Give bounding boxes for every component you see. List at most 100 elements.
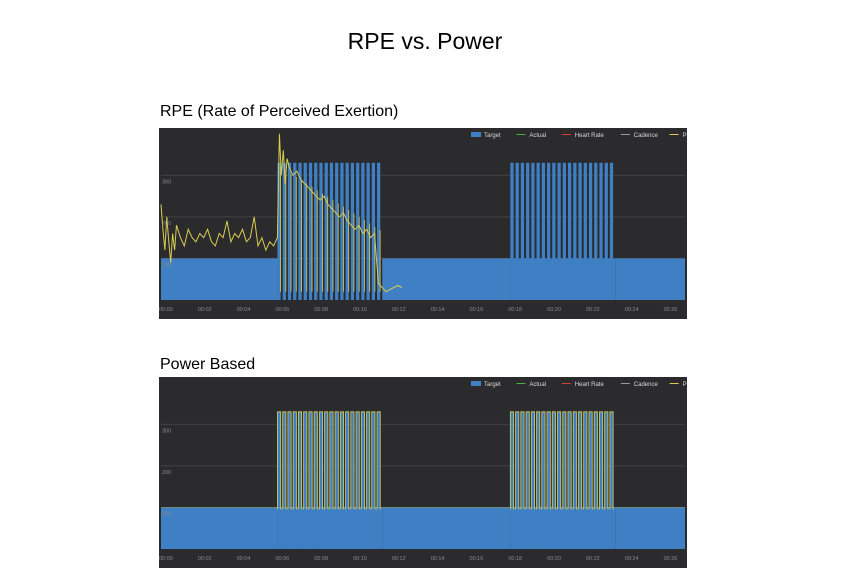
target-interval-1-18 (371, 162, 376, 300)
target-interval-3-2 (520, 162, 525, 300)
target-interval-1-5 (303, 162, 307, 300)
x-tick-label-7: 00:14 (431, 556, 445, 562)
target-segment-2 (382, 507, 511, 549)
target-interval-1-0 (277, 411, 281, 549)
y-tick-label-2: 200 (162, 221, 171, 227)
power-interval-1-10 (329, 411, 334, 510)
x-tick-label-13: 00:26 (664, 307, 678, 313)
target-interval-1-7 (314, 162, 318, 300)
target-interval-1-13 (345, 411, 349, 549)
x-tick-label-12: 00:24 (625, 307, 639, 313)
target-interval-3-10 (562, 411, 566, 549)
target-interval-3-14 (583, 162, 587, 300)
target-interval-1-2 (287, 162, 292, 300)
power-interval-1-4 (298, 411, 303, 510)
power-line (160, 133, 402, 293)
target-interval-1-9 (324, 411, 328, 549)
target-interval-1-10 (329, 162, 334, 300)
power-interval-1-7 (313, 411, 318, 510)
power-interval-3-5 (536, 411, 541, 510)
target-segment-4 (615, 258, 685, 300)
target-segment-0 (161, 507, 278, 549)
power-interval-3-19 (609, 411, 614, 510)
x-tick-label-2: 00:04 (237, 556, 251, 562)
target-interval-3-5 (536, 411, 540, 549)
power-interval-3-16 (593, 411, 598, 510)
power-interval-1-13 (345, 411, 350, 510)
target-interval-1-9 (324, 162, 328, 300)
x-tick-label-11: 00:22 (586, 556, 600, 562)
power-interval-1-2 (287, 411, 292, 510)
power-interval-1-3 (292, 411, 297, 510)
target-interval-3-2 (520, 411, 525, 549)
power-interval-1-12 (339, 411, 344, 510)
power-interval-1-8 (318, 411, 324, 510)
target-interval-3-6 (541, 162, 546, 300)
x-tick-label-8: 00:16 (470, 556, 484, 562)
target-interval-3-19 (609, 411, 614, 549)
x-tick-label-2: 00:04 (237, 307, 251, 313)
target-interval-3-18 (604, 162, 608, 300)
target-interval-1-8 (319, 411, 323, 549)
power-interval-3-10 (562, 411, 567, 510)
target-interval-3-4 (531, 162, 535, 300)
x-tick-label-6: 00:12 (392, 556, 406, 562)
legend-label-3: Cadence (634, 133, 659, 139)
power-interval-1-19 (376, 411, 381, 510)
target-interval-1-1 (282, 162, 286, 300)
power-interval-3-4 (530, 411, 535, 510)
target-interval-3-4 (531, 411, 535, 549)
x-tick-label-13: 00:26 (664, 556, 678, 562)
x-tick-label-0: 00:00 (159, 556, 173, 562)
target-interval-1-3 (293, 411, 297, 549)
target-interval-3-17 (599, 411, 603, 549)
target-interval-3-11 (567, 162, 572, 300)
target-interval-3-13 (578, 411, 582, 549)
power-chart-title: Power Based (160, 356, 256, 373)
legend-label-1: Actual (529, 382, 546, 388)
power-interval-1-6 (308, 411, 313, 510)
power-interval-3-15 (588, 411, 593, 510)
legend-swatch-0 (471, 132, 481, 137)
target-interval-1-16 (361, 162, 365, 300)
y-tick-label-3: 300 (162, 428, 171, 434)
target-interval-1-15 (356, 162, 360, 300)
power-interval-3-1 (515, 411, 520, 510)
x-tick-label-11: 00:22 (586, 307, 600, 313)
target-interval-3-17 (599, 162, 603, 300)
rpe-chart-title: RPE (Rate of Perceived Exertion) (160, 103, 399, 120)
x-tick-label-3: 00:06 (275, 307, 289, 313)
target-interval-1-11 (335, 162, 339, 300)
target-interval-3-15 (588, 162, 593, 300)
power-interval-1-16 (360, 411, 365, 510)
target-interval-3-5 (536, 162, 540, 300)
legend-label-0: Target (484, 133, 501, 139)
target-interval-3-15 (588, 411, 593, 549)
target-interval-1-11 (335, 411, 339, 549)
target-interval-1-4 (298, 162, 302, 300)
target-segment-2 (382, 258, 511, 300)
x-tick-label-9: 00:18 (508, 307, 522, 313)
target-interval-1-15 (356, 411, 360, 549)
power-interval-1-15 (355, 411, 360, 510)
x-tick-label-4: 00:08 (314, 307, 328, 313)
target-interval-1-16 (361, 411, 365, 549)
legend-swatch-0 (471, 381, 481, 386)
target-interval-3-1 (515, 162, 519, 300)
target-interval-3-13 (578, 162, 582, 300)
power-interval-3-12 (572, 411, 577, 510)
target-interval-3-8 (552, 411, 556, 549)
x-tick-label-12: 00:24 (625, 556, 639, 562)
target-interval-3-16 (594, 411, 598, 549)
target-interval-3-9 (557, 411, 561, 549)
target-interval-3-12 (573, 162, 577, 300)
power-interval-1-0 (277, 411, 282, 510)
power-interval-3-13 (578, 411, 583, 510)
target-interval-1-14 (350, 162, 355, 300)
x-tick-label-3: 00:06 (275, 556, 289, 562)
power-interval-3-0 (509, 411, 514, 510)
legend-label-4: Power (683, 382, 687, 388)
